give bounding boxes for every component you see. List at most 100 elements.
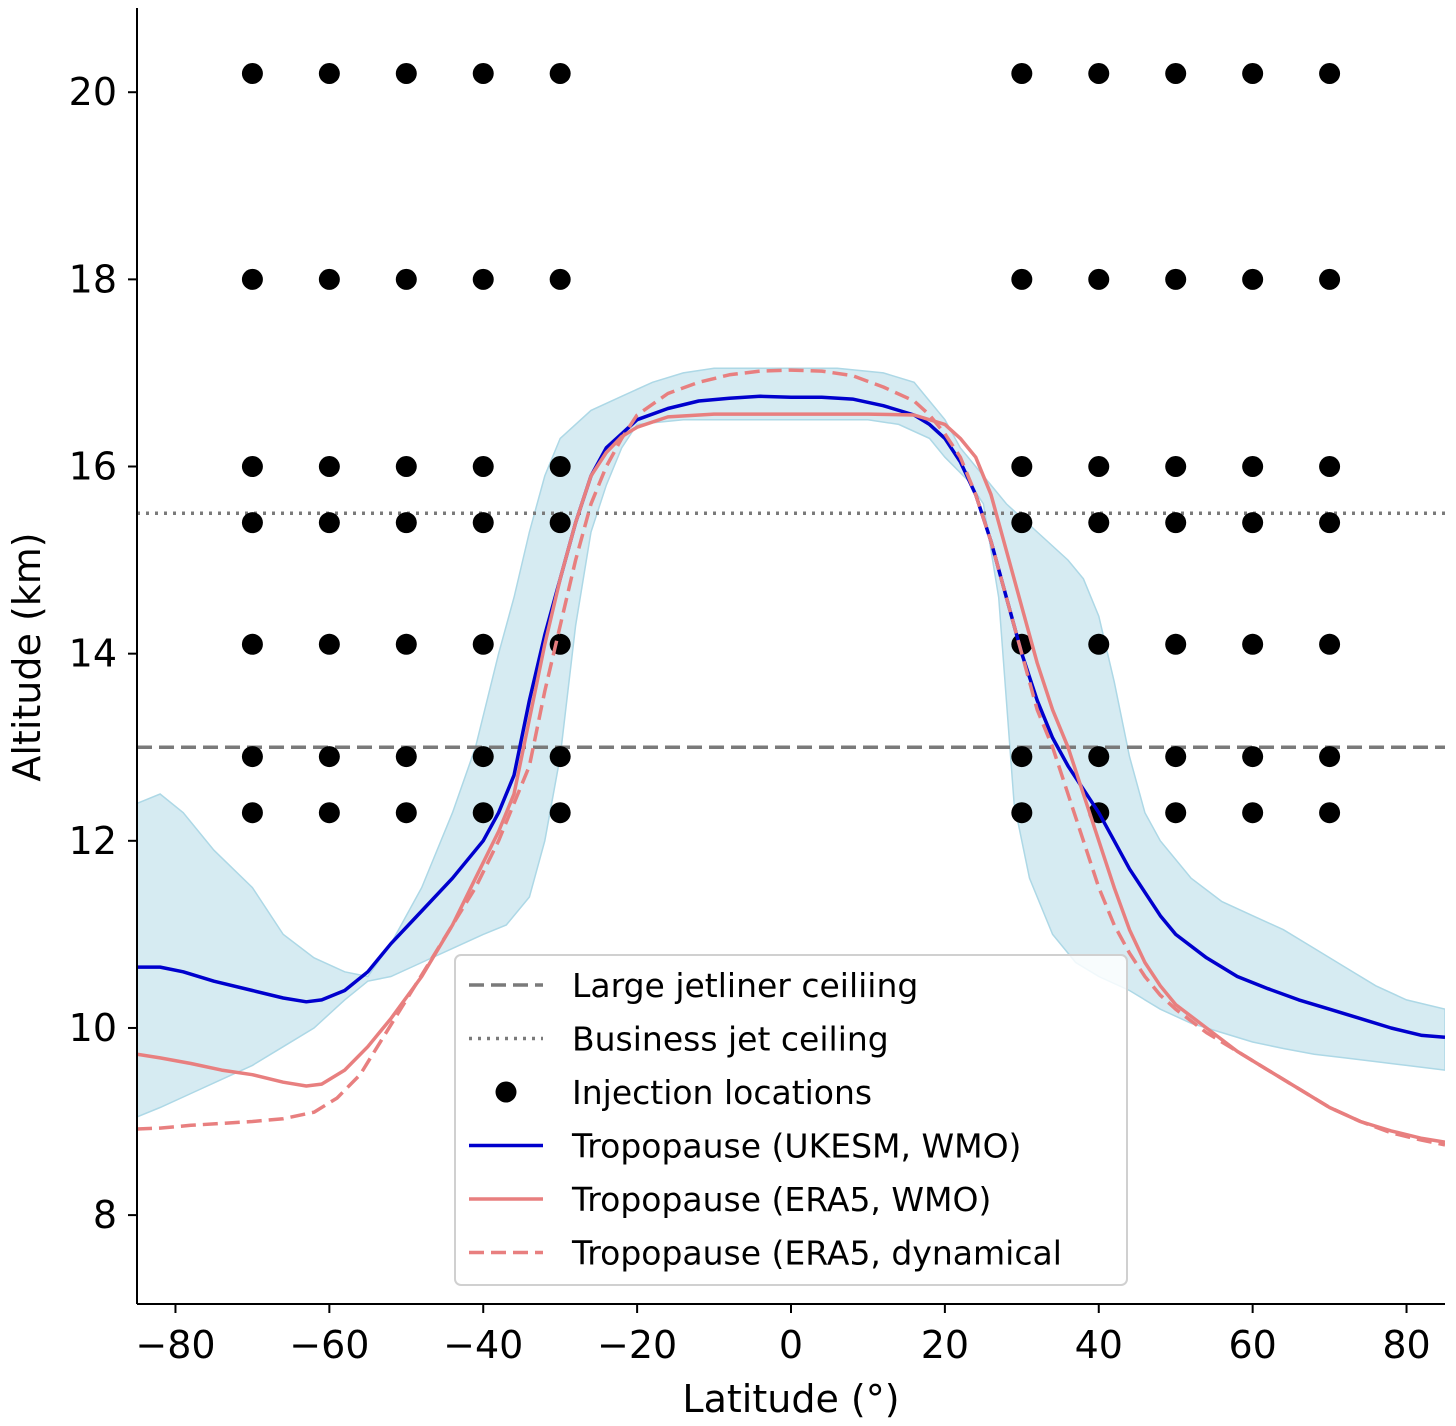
injection-point <box>472 268 494 290</box>
injection-point <box>318 63 340 85</box>
x-tick-label: 0 <box>779 1323 803 1367</box>
y-tick-label: 14 <box>69 632 117 676</box>
y-tick-label: 12 <box>69 819 117 863</box>
injection-point <box>1011 456 1033 478</box>
injection-point <box>1165 456 1187 478</box>
injection-point <box>472 633 494 655</box>
injection-point <box>549 456 571 478</box>
legend-marker <box>495 1081 517 1103</box>
legend-box <box>454 954 1128 1286</box>
injection-point <box>1165 802 1187 824</box>
injection-point <box>1242 746 1264 768</box>
injection-point <box>395 63 417 85</box>
y-tick-label: 16 <box>69 445 117 489</box>
injection-point <box>1242 456 1264 478</box>
y-tick-label: 18 <box>69 257 117 301</box>
injection-point <box>241 268 263 290</box>
injection-point <box>1165 268 1187 290</box>
injection-point <box>472 802 494 824</box>
legend: Large jetliner ceiliing Business jet ceil… <box>454 954 1128 1286</box>
injection-point <box>395 268 417 290</box>
legend-label: Injection locations <box>572 1073 872 1112</box>
injection-point <box>241 456 263 478</box>
injection-point <box>472 512 494 534</box>
x-tick-label: 20 <box>921 1323 969 1367</box>
injection-point <box>1011 512 1033 534</box>
injection-point <box>1242 802 1264 824</box>
injection-point <box>1319 456 1341 478</box>
injection-point <box>1165 512 1187 534</box>
injection-point <box>241 63 263 85</box>
plot-content <box>137 63 1445 1147</box>
x-tick-label: 60 <box>1228 1323 1276 1367</box>
injection-point <box>1242 633 1264 655</box>
injection-point <box>1242 512 1264 534</box>
injection-point <box>1319 746 1341 768</box>
injection-point <box>549 802 571 824</box>
injection-point <box>241 802 263 824</box>
injection-point <box>395 456 417 478</box>
era5-wmo-tropopause-line <box>137 412 1445 1144</box>
injection-point <box>1319 802 1341 824</box>
legend-label: Large jetliner ceiliing <box>572 966 918 1005</box>
x-tick-label: −40 <box>443 1323 523 1367</box>
injection-point <box>1088 268 1110 290</box>
legend-label: Tropopause (ERA5, dynamical <box>571 1234 1062 1273</box>
injection-point <box>318 268 340 290</box>
x-tick-label: 40 <box>1075 1323 1123 1367</box>
injection-point <box>1242 63 1264 85</box>
era5-dynamical-tropopause-line <box>137 368 1445 1147</box>
injection-point <box>472 63 494 85</box>
x-tick-label: −60 <box>289 1323 369 1367</box>
y-tick-label: 20 <box>69 70 117 114</box>
injection-point <box>1088 746 1110 768</box>
x-tick-label: 80 <box>1382 1323 1430 1367</box>
y-tick-label: 10 <box>69 1006 117 1050</box>
legend-label: Tropopause (ERA5, WMO) <box>571 1180 991 1219</box>
injection-point <box>1319 63 1341 85</box>
injection-point <box>241 746 263 768</box>
injection-point <box>1088 456 1110 478</box>
injection-point <box>1088 63 1110 85</box>
axes: −80 −60 −40 −20 0 20 40 60 80 8 10 12 14 16 18 20 <box>69 8 1445 1367</box>
injection-point <box>549 512 571 534</box>
y-axis-title: Altitude (km) <box>5 532 49 781</box>
injection-point <box>1011 268 1033 290</box>
injection-point <box>1011 746 1033 768</box>
legend-label: Tropopause (UKESM, WMO) <box>571 1127 1021 1166</box>
x-tick-label: −80 <box>135 1323 215 1367</box>
ukesm-wmo-tropopause-line <box>137 394 1445 1040</box>
injection-point <box>472 456 494 478</box>
injection-point <box>318 633 340 655</box>
injection-point <box>395 633 417 655</box>
injection-point <box>1319 268 1341 290</box>
x-axis-title: Latitude (°) <box>682 1377 899 1421</box>
injection-point <box>1165 746 1187 768</box>
injection-point <box>1011 802 1033 824</box>
injection-point <box>549 268 571 290</box>
injection-point <box>241 512 263 534</box>
injection-point <box>472 746 494 768</box>
legend-label: Business jet ceiling <box>572 1020 889 1059</box>
injection-point <box>318 746 340 768</box>
injection-point <box>1088 633 1110 655</box>
injection-point <box>395 802 417 824</box>
injection-point <box>318 512 340 534</box>
injection-point <box>1319 633 1341 655</box>
injection-point <box>1011 63 1033 85</box>
injection-point <box>1165 63 1187 85</box>
injection-point <box>318 802 340 824</box>
x-tick-label: −20 <box>597 1323 677 1367</box>
plot-area <box>137 63 1445 1147</box>
injection-point <box>1165 633 1187 655</box>
injection-point <box>395 512 417 534</box>
injection-point <box>241 633 263 655</box>
injection-point <box>395 746 417 768</box>
injection-point <box>318 456 340 478</box>
injection-point <box>1088 512 1110 534</box>
y-tick-label: 8 <box>93 1193 117 1237</box>
injection-point <box>1242 268 1264 290</box>
injection-point <box>1319 512 1341 534</box>
injection-point <box>549 63 571 85</box>
